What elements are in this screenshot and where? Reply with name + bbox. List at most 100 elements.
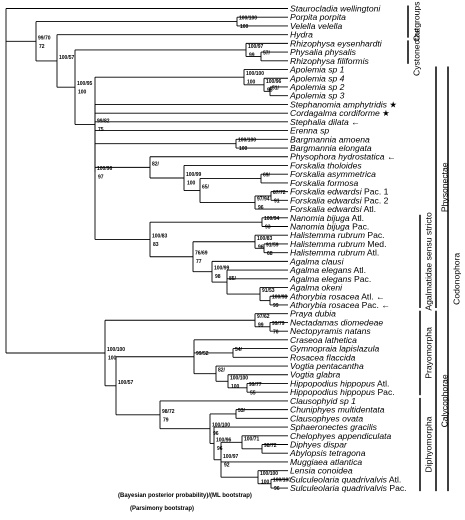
taxon-label: Apolemia sp 3 (289, 91, 345, 101)
taxon-population: Atl. (375, 378, 389, 388)
taxon-label: Physalia physalis (290, 47, 357, 57)
taxon-name: Halistemma rubrum (290, 248, 365, 258)
support-posterior-ml: 69/ (263, 173, 271, 179)
taxon-population: Pac. (387, 483, 407, 493)
support-parsimony: 96 (258, 205, 264, 211)
taxon-name: Forskalia tholoides (290, 160, 362, 170)
taxon-label: Agalma elegans Pac. (289, 274, 371, 284)
taxon-label: Praya dubia (290, 309, 336, 319)
support-posterior-ml: 53/ (238, 408, 246, 414)
support-posterior-ml: 91/53 (262, 288, 275, 294)
taxon-label: Staurocladia wellingtoni (290, 4, 381, 14)
taxon-name: Cordagalma cordiforme (290, 108, 380, 118)
taxon-label: Muggiaea atlantica (290, 457, 362, 467)
support-posterior-ml: 100/98 (272, 295, 288, 301)
taxon-name: Praya dubia (290, 309, 336, 319)
support-parsimony: 91 (274, 198, 280, 204)
support-posterior-ml: 100/100 (246, 71, 264, 77)
taxon-label: Apolemia sp 1 (289, 65, 345, 75)
taxon-name: Apolemia sp 2 (289, 82, 345, 92)
support-parsimony: 75 (98, 127, 104, 133)
taxon-label: Velella velella (290, 21, 342, 31)
taxon-population: Atl. (365, 248, 379, 258)
support-posterior-ml: 85/ (229, 276, 237, 282)
taxon-label: Rhizophysa eysenhardti (290, 38, 383, 48)
taxon-name: Agalma elegans (289, 265, 352, 275)
support-parsimony: 98 (215, 274, 221, 280)
support-posterior-ml: 82/ (152, 161, 160, 167)
taxon-label: Bargmannia elongata (290, 143, 372, 153)
taxon-name: Sulculeolaria quadrivalvis (290, 474, 388, 484)
taxon-population: Pac. (375, 387, 395, 397)
support-parsimony: 96 (258, 244, 264, 250)
arrow-marker-icon: ← (379, 300, 390, 310)
taxon-label: Sulculeolaria quadrivalvis Pac. (290, 483, 407, 493)
support-posterior-ml: 100/100 (239, 16, 257, 22)
taxon-name: Nectopyramis natans (290, 326, 371, 336)
taxon-label: Agalma okeni (289, 283, 343, 293)
support-parsimony: 99 (258, 323, 264, 329)
taxon-label: Craseoa lathetica (290, 335, 357, 345)
support-parsimony: 70 (273, 329, 279, 335)
taxon-label: Porpita porpita (290, 12, 346, 22)
taxon-name: Muggiaea atlantica (290, 457, 362, 467)
support-posterior-ml: 99/70 (38, 35, 51, 41)
taxon-name: Porpita porpita (290, 12, 346, 22)
taxon-name: Physalia physalis (290, 47, 357, 57)
support-posterior-ml: 91/59 (266, 242, 279, 248)
taxon-name: Nanomia bijuga (290, 213, 350, 223)
taxon-label: Chuniphyes multidentata (290, 405, 385, 415)
support-posterior-ml: 100/83 (257, 236, 273, 242)
support-posterior-ml: 100/100 (273, 478, 291, 484)
support-parsimony: 77 (196, 259, 202, 265)
taxon-name: Rosacea flaccida (290, 352, 356, 362)
taxon-label: Nectadamas diomedeae (290, 317, 383, 327)
taxon-name: Physophora hydrostatica (290, 152, 385, 162)
taxon-name: Forskalia formosa (290, 178, 359, 188)
taxon-name: Rhizophysa eysenhardti (290, 38, 383, 48)
support-parsimony: 92 (224, 462, 230, 468)
legend-line-1: (Bayesian posterior probability)/(ML boo… (118, 493, 252, 499)
support-parsimony: 96 (274, 486, 280, 492)
support-parsimony: 100 (239, 146, 248, 152)
taxon-population: Atl. (359, 291, 373, 301)
taxon-label: Athorybia rosacea Pac. ← (289, 300, 390, 310)
support-posterior-ml: 99/52 (196, 351, 209, 357)
taxon-label: Forskalia formosa (290, 178, 359, 188)
taxon-name: Stephanomia amphytridis (290, 99, 388, 109)
taxon-population: Med. (365, 239, 387, 249)
support-parsimony: 93 (265, 225, 271, 231)
support-posterior-ml: 82/ (218, 368, 226, 374)
taxon-label: Forskalia asymmetrica (290, 169, 376, 179)
support-parsimony: 96 (217, 446, 223, 452)
support-posterior-ml: 100/96 (97, 166, 113, 172)
taxon-name: Bargmannia elongata (290, 143, 372, 153)
taxon-label: Nanomia bijuga Atl. (290, 213, 364, 223)
taxon-name: Nanomia bijuga (290, 222, 350, 232)
taxon-population: Pac. (350, 222, 370, 232)
support-parsimony: 100 (231, 384, 240, 390)
support-parsimony: 98 (267, 87, 273, 93)
taxon-name: Agalma elegans (289, 274, 352, 284)
support-posterior-ml: 100/96 (266, 79, 282, 85)
taxon-name: Sphaeronectes gracilis (290, 422, 378, 432)
support-parsimony: 100 (240, 24, 249, 30)
taxon-name: Forskalia edwardsi (290, 187, 363, 197)
taxon-population: Atl. (387, 474, 401, 484)
taxon-label: Halistemma rubrum Atl. (290, 248, 379, 258)
group-label: Diphyomorpha (423, 416, 433, 472)
taxon-label: Vogtia pentacantha (290, 361, 364, 371)
star-marker-icon: ★ (380, 108, 390, 118)
taxon-name: Hippopodius hippopus (290, 378, 376, 388)
support-posterior-ml: 87/72 (273, 190, 286, 196)
support-posterior-ml: 100/100 (238, 138, 256, 144)
support-parsimony: 99 (273, 303, 279, 309)
taxon-label: Hydra (290, 30, 313, 40)
taxon-label: Apolemia sp 2 (289, 82, 345, 92)
taxon-label: Stephalia dilata ← (290, 117, 360, 127)
support-posterior-ml: 54/ (235, 347, 243, 353)
taxon-label: Agalma clausi (289, 256, 345, 266)
support-posterior-ml: 57/ (263, 50, 271, 56)
support-posterior-ml: 98/72 (162, 409, 175, 415)
